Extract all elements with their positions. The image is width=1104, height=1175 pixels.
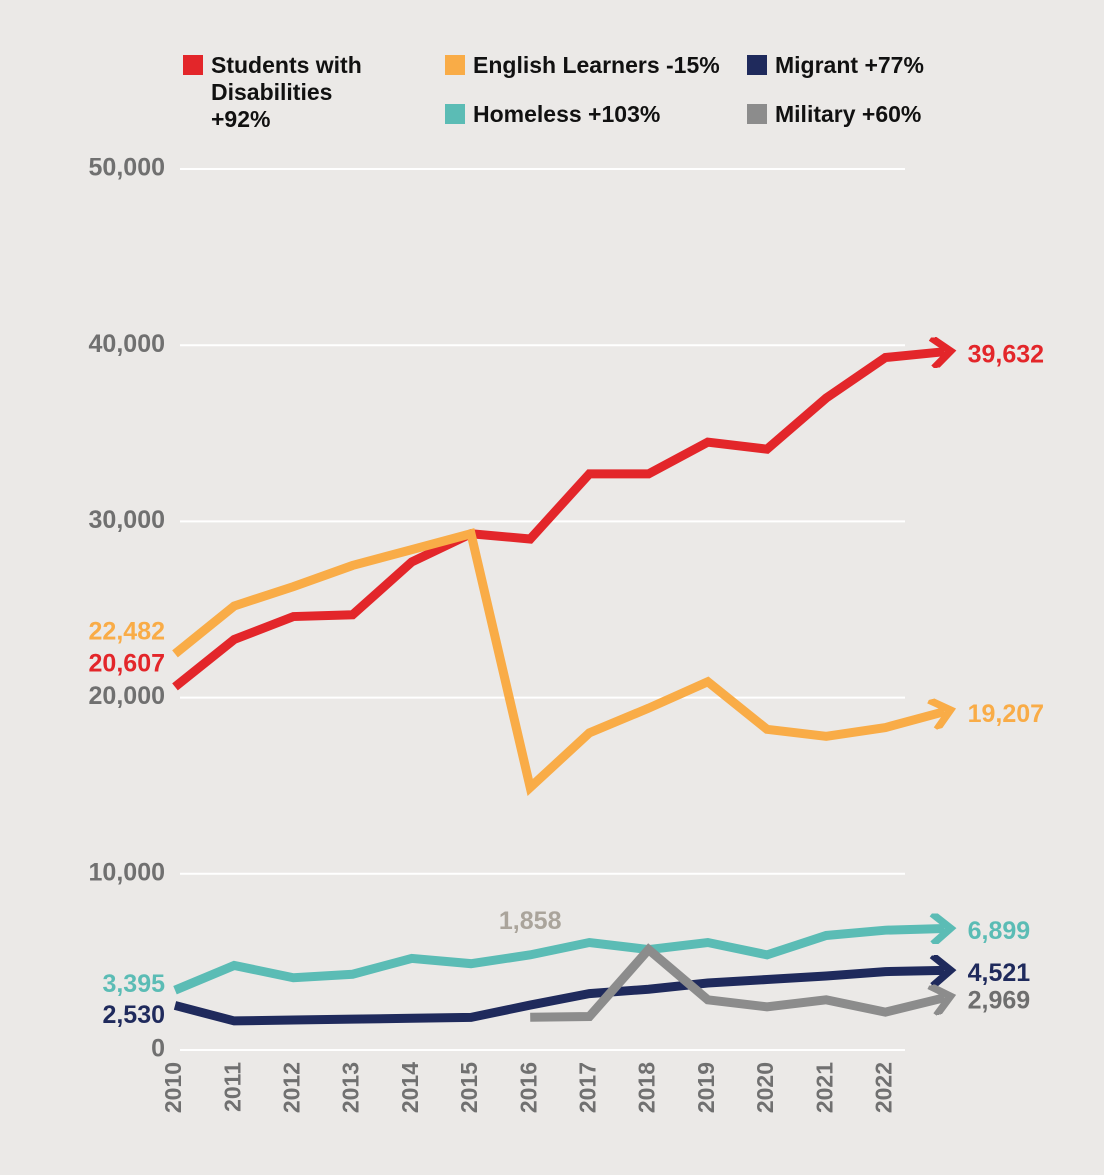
legend-label: English Learners -15% (473, 52, 720, 78)
x-tick-label: 2013 (338, 1062, 364, 1113)
x-tick-label: 2012 (278, 1062, 304, 1113)
legend-item: Migrant +77% (747, 52, 967, 79)
data-label: 2,530 (102, 1001, 165, 1029)
x-tick-label: 2019 (693, 1062, 719, 1113)
x-tick-label: 2021 (811, 1062, 837, 1113)
data-label: 20,607 (89, 650, 165, 678)
legend-label: Migrant +77% (775, 52, 924, 78)
x-tick-label: 2011 (219, 1062, 245, 1112)
legend-swatch (183, 55, 203, 75)
data-label: 6,899 (968, 917, 1031, 945)
legend-item: Students with Disabilities +92% (183, 52, 383, 133)
x-tick-label: 2016 (515, 1062, 541, 1113)
y-tick-label: 0 (151, 1035, 165, 1063)
series-line (172, 528, 945, 797)
y-tick-label: 40,000 (89, 330, 165, 358)
x-tick-label: 2010 (160, 1062, 186, 1113)
y-tick-label: 10,000 (89, 858, 165, 886)
x-tick-label: 2014 (397, 1062, 423, 1113)
legend-item: English Learners -15% (445, 52, 725, 79)
data-label: 19,207 (968, 700, 1044, 728)
data-label: 2,969 (968, 986, 1031, 1014)
x-tick-label: 2018 (634, 1062, 660, 1113)
legend-item: Military +60% (747, 101, 967, 128)
x-tick-label: 2017 (574, 1062, 600, 1113)
y-tick-label: 50,000 (89, 154, 165, 182)
x-tick-label: 2020 (752, 1062, 778, 1113)
legend-item: Homeless +103% (445, 101, 725, 128)
legend-swatch (445, 104, 465, 124)
legend-label: Military +60% (775, 101, 922, 127)
series-line (530, 943, 944, 1022)
legend-swatch (747, 104, 767, 124)
series-line (172, 352, 945, 691)
legend-swatch (747, 55, 767, 75)
legend-label: Students with Disabilities +92% (211, 52, 362, 132)
legend-label: Homeless +103% (473, 101, 661, 127)
y-tick-label: 30,000 (89, 506, 165, 534)
data-label: 1,858 (499, 907, 562, 935)
series-line (173, 970, 945, 1026)
x-tick-label: 2015 (456, 1062, 482, 1113)
data-label: 22,482 (89, 617, 165, 645)
series-line (173, 928, 945, 995)
data-label: 4,521 (968, 959, 1031, 987)
data-label: 3,395 (102, 970, 165, 998)
x-tick-label: 2022 (870, 1062, 896, 1113)
data-label: 39,632 (968, 340, 1044, 368)
y-tick-label: 20,000 (89, 682, 165, 710)
legend-swatch (445, 55, 465, 75)
